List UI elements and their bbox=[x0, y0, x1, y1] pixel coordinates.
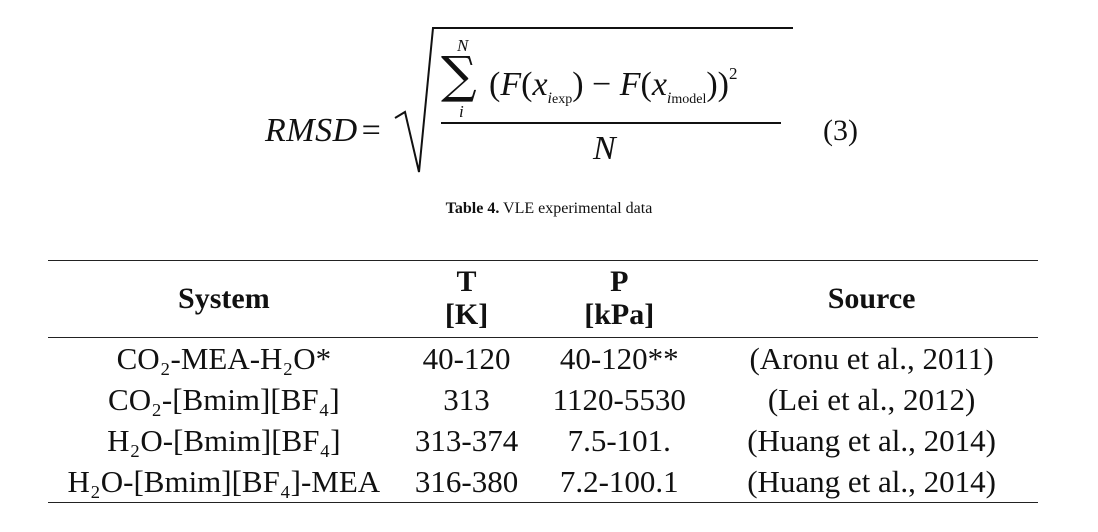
table-row: CO₂-MEA-H₂O* 40-120 40-120** (Aronu et a… bbox=[48, 338, 1038, 380]
cell-system: H₂O-[Bmim][BF₄] bbox=[107, 423, 341, 458]
header-temperature: T [K] bbox=[444, 265, 489, 331]
equation-number: (3) bbox=[823, 114, 858, 147]
cell-source: (Aronu et al., 2011) bbox=[749, 341, 994, 376]
cell-system: CO₂-[Bmim][BF₄] bbox=[108, 382, 340, 417]
cell-pressure: 40-120** bbox=[559, 341, 679, 376]
fraction-bar bbox=[441, 122, 781, 124]
cell-source: (Huang et al., 2014) bbox=[747, 423, 996, 458]
summation: N ∑ i bbox=[441, 36, 485, 126]
caption-label: Table 4. bbox=[445, 200, 500, 217]
cell-pressure: 1120-5530 bbox=[552, 382, 686, 417]
cell-source: (Huang et al., 2014) bbox=[747, 464, 996, 499]
table-header-row: System T [K] P [kPa] Source bbox=[48, 260, 1038, 338]
table-row: CO₂-[Bmim][BF₄] 313 1120-5530 (Lei et al… bbox=[48, 379, 1038, 420]
cell-pressure: 7.2-100.1 bbox=[559, 464, 679, 499]
sum-lower-limit: i bbox=[459, 102, 464, 121]
header-system: System bbox=[178, 281, 270, 315]
equation-lhs: RMSD = bbox=[265, 112, 381, 150]
header-source: Source bbox=[827, 281, 916, 315]
cell-source: (Lei et al., 2012) bbox=[767, 382, 976, 417]
rmsd-equation: RMSD = N ∑ i (F(xiexp) − F(ximodel))2 N (… bbox=[265, 18, 905, 178]
table-row: H₂O-[Bmim][BF₄]-MEA 316-380 7.2-100.1 (H… bbox=[48, 461, 1038, 503]
cell-temperature: 316-380 bbox=[414, 464, 519, 499]
sum-upper-limit: N bbox=[457, 36, 469, 55]
cell-temperature: 40-120 bbox=[422, 341, 511, 376]
equals-sign: = bbox=[361, 112, 382, 149]
header-pressure: P [kPa] bbox=[584, 265, 655, 331]
rmsd-symbol: RMSD bbox=[265, 112, 358, 149]
equation-denominator: N bbox=[593, 130, 616, 167]
vle-data-table: System T [K] P [kPa] Source CO₂-MEA-H₂O*… bbox=[48, 260, 1038, 503]
square-root: N ∑ i (F(xiexp) − F(ximodel))2 N bbox=[393, 26, 793, 178]
table-caption: Table 4. VLE experimental data bbox=[0, 200, 1098, 218]
caption-text: VLE experimental data bbox=[499, 200, 653, 217]
cell-system: H₂O-[Bmim][BF₄]-MEA bbox=[67, 464, 381, 499]
cell-system: CO₂-MEA-H₂O* bbox=[116, 341, 332, 376]
cell-temperature: 313-374 bbox=[414, 423, 519, 458]
radical-sign-icon bbox=[394, 27, 793, 173]
table-row: H₂O-[Bmim][BF₄] 313-374 7.5-101. (Huang … bbox=[48, 420, 1038, 461]
sigma-icon: ∑ bbox=[441, 46, 477, 104]
equation-numerator: (F(xiexp) − F(ximodel))2 bbox=[489, 64, 738, 107]
cell-temperature: 313 bbox=[443, 382, 490, 417]
cell-pressure: 7.5-101. bbox=[567, 423, 671, 458]
